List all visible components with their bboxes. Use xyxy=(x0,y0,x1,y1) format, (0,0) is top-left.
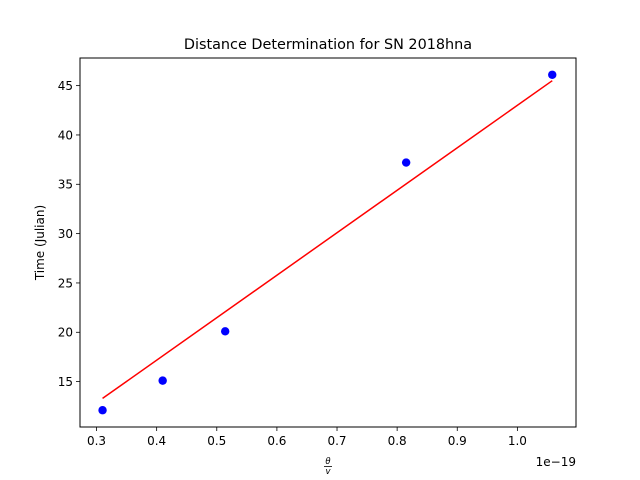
x-tick-label: 0.3 xyxy=(87,434,106,448)
y-tick-label: 15 xyxy=(58,375,73,389)
x-tick-label: 1.0 xyxy=(508,434,527,448)
data-point xyxy=(548,70,557,79)
x-tick-label: 0.9 xyxy=(448,434,467,448)
y-tick-label: 35 xyxy=(58,178,73,192)
x-axis-label-numerator: θ xyxy=(325,457,331,467)
x-tick-label: 0.7 xyxy=(327,434,346,448)
data-marks xyxy=(98,70,557,415)
y-axis-label: Time (Julian) xyxy=(33,205,47,281)
axes-frame xyxy=(79,57,577,428)
data-point xyxy=(158,376,167,385)
x-tick-label: 0.8 xyxy=(388,434,407,448)
x-axis-label: θ v xyxy=(324,457,332,477)
y-tick-label: 30 xyxy=(58,227,73,241)
y-axis-ticks: 15 20 25 30 35 40 45 xyxy=(58,79,80,389)
chart-title: Distance Determination for SN 2018hna xyxy=(184,37,472,53)
x-axis-ticks: 0.3 0.4 0.5 0.6 0.7 0.8 0.9 1.0 xyxy=(87,427,527,448)
y-tick-label: 45 xyxy=(58,79,73,93)
x-axis-label-denominator: v xyxy=(325,467,331,477)
x-tick-label: 0.6 xyxy=(267,434,286,448)
y-tick-label: 40 xyxy=(58,128,73,142)
data-point xyxy=(98,406,107,415)
fit-line xyxy=(102,80,553,400)
x-axis-offset-text: 1e−19 xyxy=(536,455,576,469)
data-point xyxy=(401,158,411,167)
y-tick-label: 20 xyxy=(58,326,73,340)
x-tick-label: 0.4 xyxy=(147,434,166,448)
data-point xyxy=(220,327,230,336)
x-tick-label: 0.5 xyxy=(207,434,226,448)
plot-area: 0.3 0.4 0.5 0.6 0.7 0.8 0.9 1.0 15 20 25 30 35 40 45 xyxy=(58,57,577,448)
y-tick-label: 25 xyxy=(58,276,73,290)
